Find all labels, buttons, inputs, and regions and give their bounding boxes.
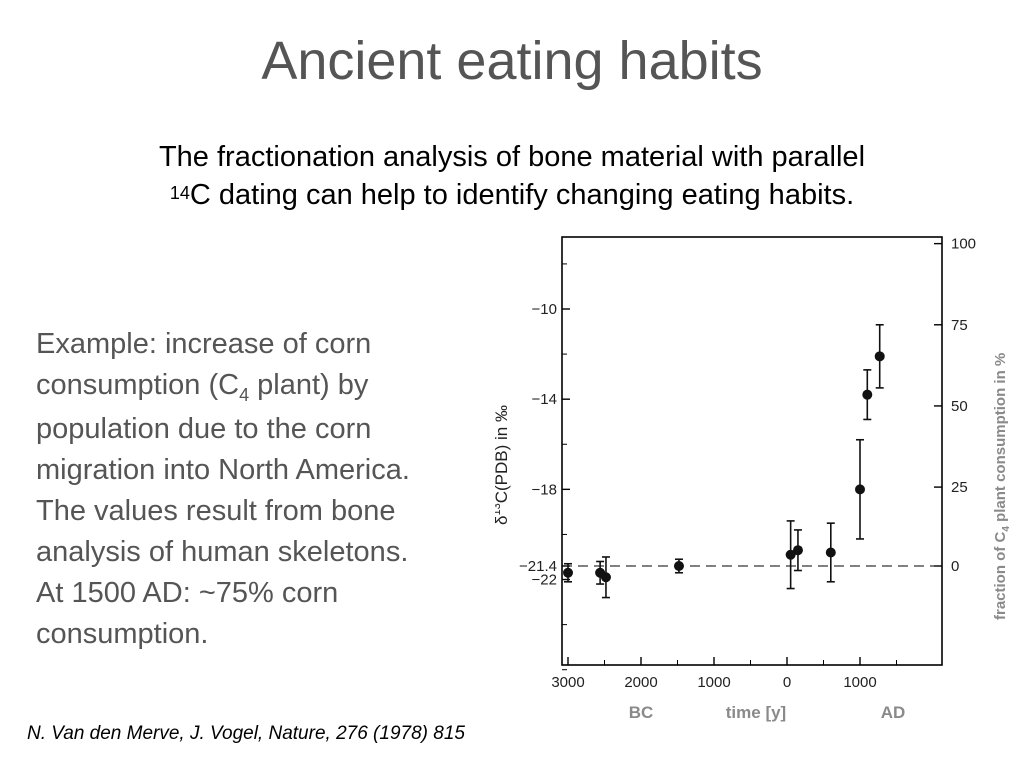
- slide-title: Ancient eating habits: [261, 31, 763, 91]
- data-point: [792, 545, 803, 556]
- x-tick-label: 2000: [624, 674, 657, 691]
- example-text: Example: increase of corn consumption (C…: [36, 324, 496, 655]
- citation: N. Van den Merve, J. Vogel, Nature, 276 …: [27, 723, 465, 744]
- subtitle-line2: C dating can help to identify changing e…: [189, 179, 855, 211]
- x-era-label-ad: AD: [881, 703, 906, 722]
- example-line: migration into North America.: [36, 454, 410, 486]
- y-tick-label: −18: [532, 481, 557, 498]
- data-point: [600, 572, 611, 583]
- data-point: [862, 389, 873, 400]
- example-line: population due to the corn: [36, 413, 372, 445]
- subtitle-superscript: 14: [169, 183, 190, 203]
- isotope-chart: −10 −14 −18 −21.4−22 100 75 50 25 0 3000 2000 1000 0…: [495, 236, 1012, 722]
- example-line: Example: increase of corn: [36, 328, 372, 360]
- example-line: consumption.: [36, 618, 209, 650]
- y-tick-label: −22: [532, 572, 557, 589]
- x-tick-label: 3000: [551, 674, 584, 691]
- x-era-label-bc: BC: [629, 703, 654, 722]
- data-point: [785, 549, 796, 560]
- example-line: analysis of human skeletons.: [36, 536, 409, 568]
- y-axis-label: δ13C(PDB) in ‰: [495, 405, 511, 525]
- example-line: The values result from bone: [36, 495, 396, 527]
- right-tick-label: 50: [951, 398, 968, 415]
- right-axis-label: fraction of C4 plant consumption in %: [992, 353, 1012, 620]
- y-tick-label: −10: [532, 301, 557, 318]
- right-tick-label: 100: [951, 236, 976, 253]
- right-tick-label: 25: [951, 479, 968, 496]
- data-point: [855, 484, 865, 495]
- x-axis-label: time [y]: [726, 703, 786, 722]
- data-point: [673, 561, 684, 571]
- data-point: [563, 567, 573, 578]
- example-line: At 1500 AD: ~75% corn: [36, 577, 339, 609]
- plot-frame: [561, 236, 943, 666]
- data-point: [825, 547, 836, 558]
- data-point: [874, 351, 885, 362]
- subtitle-line1: The fractionation analysis of bone mater…: [158, 141, 866, 173]
- y-tick-label: −21.4: [519, 558, 557, 575]
- slide-subtitle: The fractionation analysis of bone mater…: [60, 138, 964, 214]
- x-tick-label: 1000: [843, 674, 876, 691]
- x-tick-label: 0: [783, 674, 791, 691]
- right-tick-label: 0: [951, 558, 959, 575]
- example-line: consumption (C4 plant) by: [36, 369, 369, 405]
- y-tick-label: −14: [532, 391, 557, 408]
- right-tick-label: 75: [951, 317, 968, 334]
- x-tick-label: 1000: [697, 674, 730, 691]
